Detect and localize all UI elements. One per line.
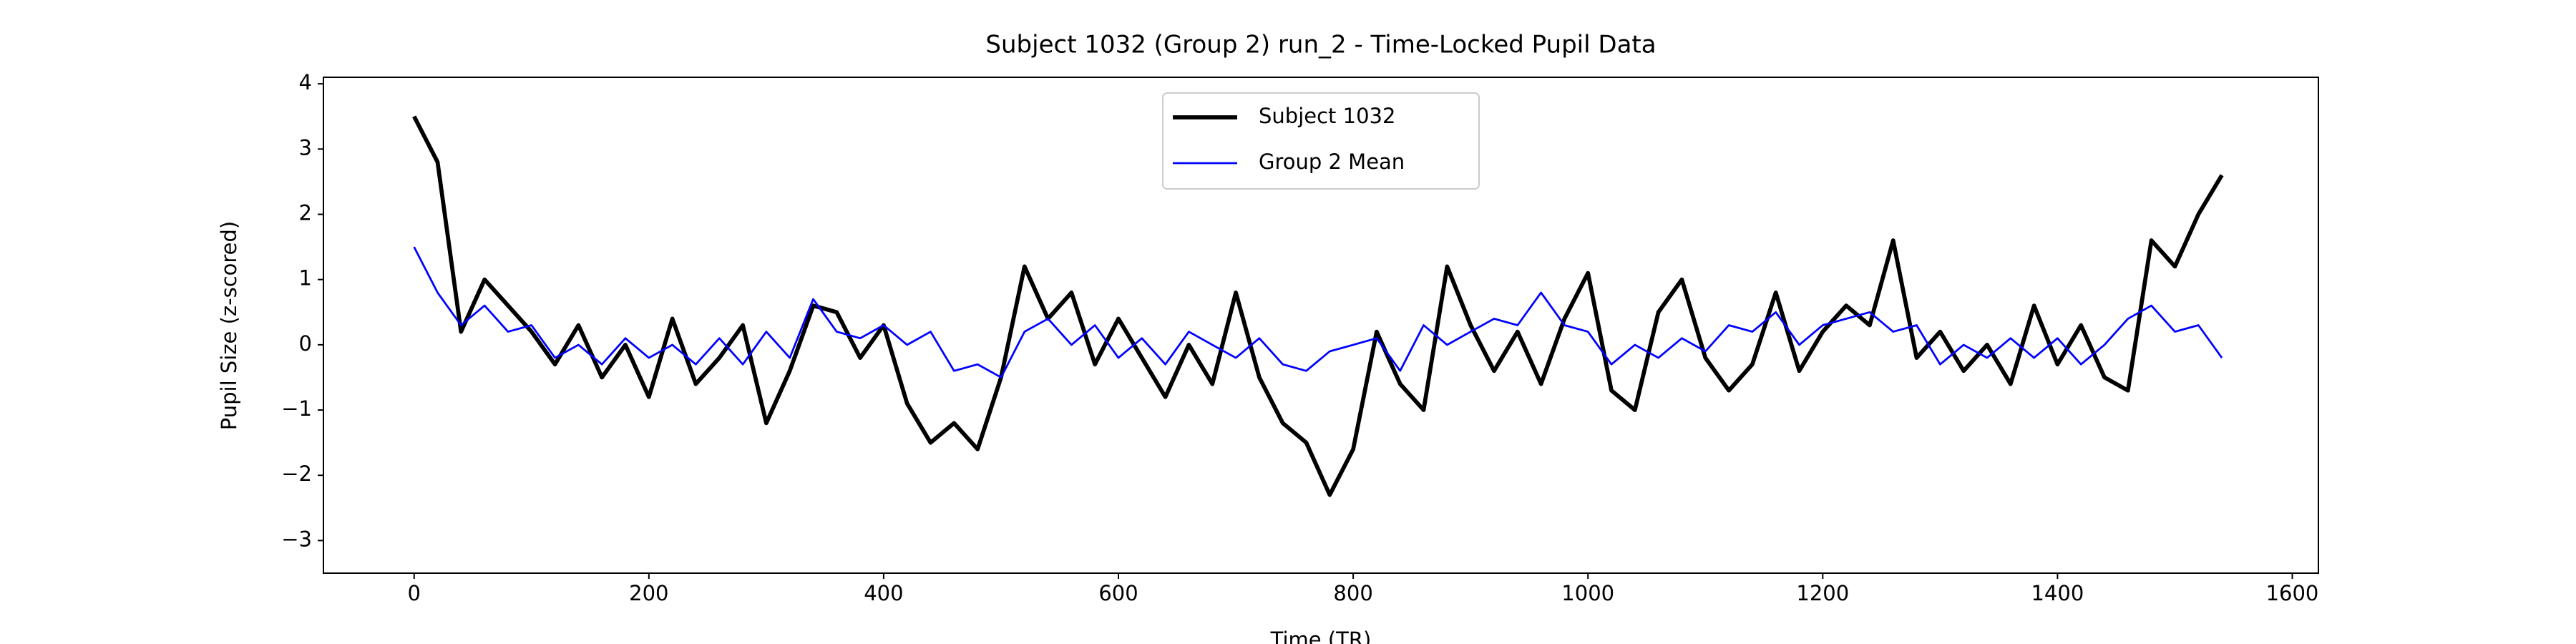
- data-line: [413, 246, 2223, 379]
- legend-label: Group 2 Mean: [1259, 150, 1405, 174]
- x-tick-label: 1600: [2266, 581, 2319, 605]
- y-tick-label: 1: [299, 266, 312, 291]
- x-tick-label: 1400: [2031, 581, 2084, 605]
- y-axis-label: Pupil Size (z-scored): [217, 221, 241, 431]
- legend-label: Subject 1032: [1259, 104, 1395, 128]
- y-tick-label: −3: [281, 527, 312, 551]
- x-tick-label: 600: [1098, 581, 1138, 605]
- x-axis-label: Time (TR): [1270, 628, 1372, 644]
- x-tick-label: 800: [1333, 581, 1372, 605]
- y-tick-label: 3: [299, 135, 312, 160]
- y-tick-label: −1: [281, 396, 312, 421]
- x-tick-label: 400: [864, 581, 903, 605]
- y-tick-label: 2: [299, 200, 312, 225]
- y-tick-label: 4: [299, 70, 312, 94]
- y-tick-label: −2: [281, 462, 312, 486]
- chart-title: Subject 1032 (Group 2) run_2 - Time-Lock…: [985, 31, 1656, 59]
- legend-box: [1162, 92, 1480, 190]
- x-tick-label: 1000: [1561, 581, 1614, 605]
- plot-frame: [323, 77, 2319, 574]
- x-tick-label: 200: [629, 581, 668, 605]
- x-tick-label: 0: [408, 581, 421, 605]
- data-line: [412, 115, 2224, 497]
- x-tick-label: 1200: [1796, 581, 1849, 605]
- y-tick-label: 0: [299, 331, 312, 356]
